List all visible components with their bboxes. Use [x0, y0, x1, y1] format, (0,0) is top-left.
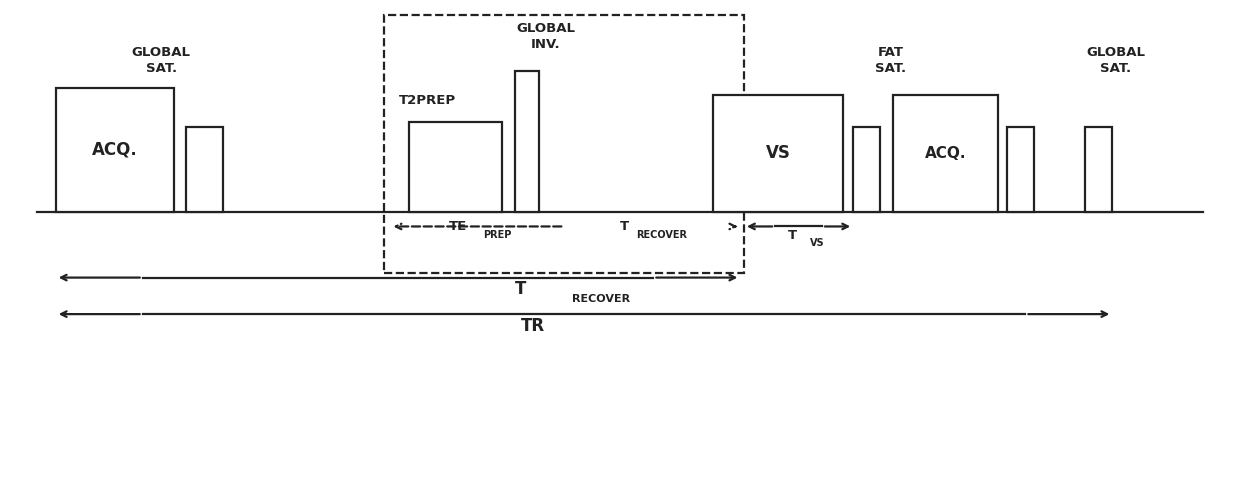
Bar	[515, 71, 539, 212]
Text: RECOVER: RECOVER	[636, 230, 687, 240]
Text: T: T	[515, 280, 527, 298]
Text: GLOBAL
SAT.: GLOBAL SAT.	[1086, 46, 1146, 75]
Text: GLOBAL
SAT.: GLOBAL SAT.	[131, 46, 191, 75]
Text: PREP: PREP	[484, 230, 512, 240]
Text: RECOVER: RECOVER	[573, 294, 630, 304]
Text: VS: VS	[765, 145, 791, 162]
Bar	[713, 95, 843, 212]
Text: T: T	[620, 220, 629, 233]
Text: ACQ.: ACQ.	[925, 146, 966, 161]
Bar	[56, 88, 174, 212]
Text: T2PREP: T2PREP	[399, 94, 456, 107]
Text: T: T	[787, 229, 797, 242]
Bar	[409, 122, 502, 212]
Text: TE: TE	[449, 220, 467, 233]
Bar	[1085, 127, 1112, 212]
Bar	[1007, 127, 1034, 212]
Bar	[893, 95, 998, 212]
Text: ACQ.: ACQ.	[92, 141, 138, 159]
Bar	[384, 15, 744, 273]
Bar	[853, 127, 880, 212]
Bar	[186, 127, 223, 212]
Text: VS: VS	[810, 238, 825, 248]
Text: GLOBAL
INV.: GLOBAL INV.	[516, 22, 575, 51]
Text: TR: TR	[521, 317, 546, 335]
Text: FAT
SAT.: FAT SAT.	[874, 46, 906, 75]
